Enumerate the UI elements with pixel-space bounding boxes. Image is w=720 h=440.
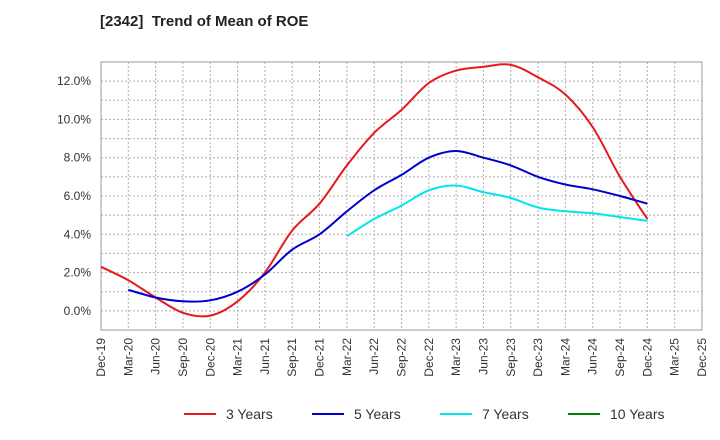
- x-tick-label: Dec-20: [203, 338, 217, 377]
- series-line-7-years: [346, 184, 648, 238]
- x-tick-label: Mar-20: [121, 338, 135, 376]
- x-tick-label: Mar-25: [668, 338, 682, 376]
- x-tick-label: Sep-22: [395, 338, 409, 377]
- y-axis: 0.0% 2.0% 4.0% 6.0% 8.0% 10.0% 12.0%: [57, 74, 91, 318]
- legend-label-10-years: 10 Years: [610, 406, 665, 422]
- x-tick-label: Sep-21: [285, 338, 299, 377]
- x-tick-label: Dec-22: [422, 338, 436, 377]
- y-tick-label: 10.0%: [57, 112, 91, 126]
- x-axis: Dec-19 Mar-20 Jun-20 Sep-20 Dec-20 Mar-21 Jun-…: [94, 338, 709, 377]
- legend-label-3-years: 3 Years: [226, 406, 273, 422]
- grid: [100, 61, 703, 331]
- chart-title: [2342] Trend of Mean of ROE: [100, 13, 309, 30]
- y-tick-label: 4.0%: [64, 227, 92, 241]
- series-line-5-years: [128, 150, 648, 303]
- x-tick-label: Jun-22: [367, 338, 381, 375]
- x-tick-label: Jun-20: [149, 338, 163, 375]
- legend-label-5-years: 5 Years: [354, 406, 401, 422]
- y-tick-label: 8.0%: [64, 151, 92, 165]
- legend-label-7-years: 7 Years: [482, 406, 529, 422]
- x-tick-label: Mar-21: [231, 338, 245, 376]
- x-tick-label: Sep-24: [613, 338, 627, 377]
- x-tick-label: Mar-24: [558, 338, 572, 376]
- y-tick-label: 2.0%: [64, 266, 92, 280]
- x-tick-label: Dec-25: [695, 338, 709, 377]
- x-tick-label: Jun-24: [586, 338, 600, 375]
- plot-area-frame: [100, 61, 703, 331]
- x-tick-label: Jun-23: [476, 338, 490, 375]
- x-tick-label: Mar-23: [449, 338, 463, 376]
- x-tick-label: Jun-21: [258, 338, 272, 375]
- y-tick-label: 6.0%: [64, 189, 92, 203]
- y-tick-label: 12.0%: [57, 74, 91, 88]
- series-line-3-years: [100, 63, 649, 318]
- x-tick-label: Dec-19: [94, 338, 108, 377]
- series-lines: [100, 63, 649, 318]
- legend: 3 Years 5 Years 7 Years 10 Years: [184, 406, 665, 422]
- y-tick-label: 0.0%: [64, 304, 92, 318]
- x-tick-label: Sep-23: [504, 338, 518, 377]
- x-tick-label: Mar-22: [340, 338, 354, 376]
- x-tick-label: Dec-23: [531, 338, 545, 377]
- x-tick-label: Dec-21: [313, 338, 327, 377]
- x-tick-label: Dec-24: [640, 338, 654, 377]
- x-tick-label: Sep-20: [176, 338, 190, 377]
